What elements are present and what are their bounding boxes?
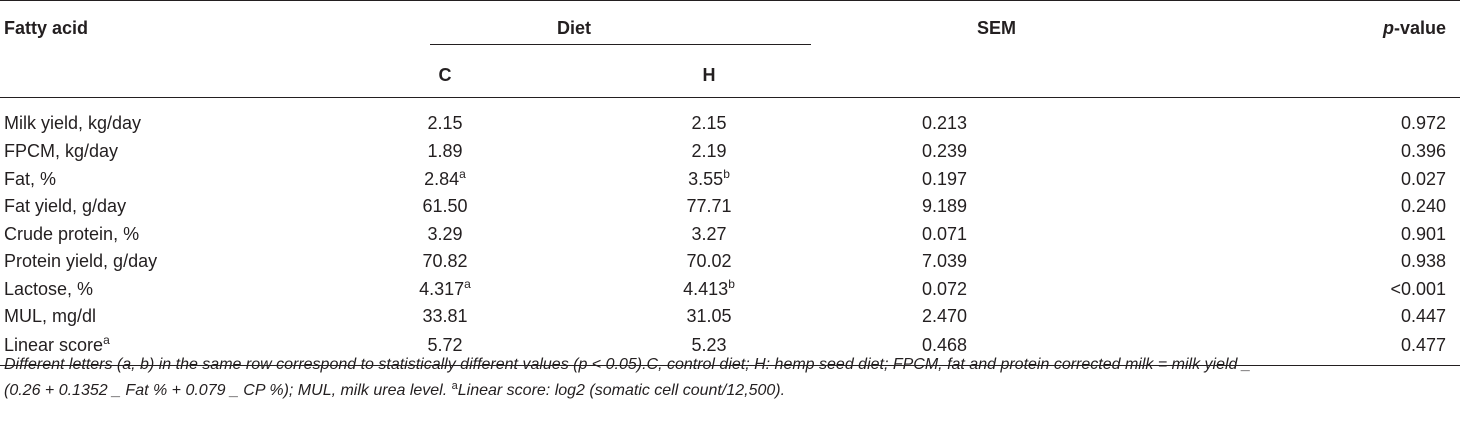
header-fatty-acid: Fatty acid xyxy=(0,0,300,44)
diet-underline xyxy=(430,43,812,45)
cell-p-value: 0.938 xyxy=(1400,251,1447,272)
cell-h: 70.02 xyxy=(686,251,732,272)
cell-h: 3.55b xyxy=(688,166,730,189)
footnote-line-1: Different letters (a, b) in the same row… xyxy=(4,356,1251,373)
table-row: Linear scorea 5.72 5.23 0.468 0.477 xyxy=(0,330,1460,366)
cell-sem: 0.072 xyxy=(921,278,968,299)
subheader-empty xyxy=(0,43,300,98)
cell-c: 61.50 xyxy=(422,196,468,217)
cell-p-value: 0.240 xyxy=(1400,196,1447,217)
table-row: Crude protein, % 3.29 3.27 0.071 0.901 xyxy=(0,221,1460,249)
cell-p-value: 0.901 xyxy=(1400,223,1447,244)
cell-c: 70.82 xyxy=(422,251,468,272)
cell-c: 3.29 xyxy=(427,223,463,244)
header-sem: SEM xyxy=(828,0,1146,44)
table-row: Protein yield, g/day 70.82 70.02 7.039 0… xyxy=(0,248,1460,276)
subheader-empty xyxy=(828,43,1146,98)
cell-c: 2.84a xyxy=(424,166,466,189)
table-body: Milk yield, kg/day 2.15 2.15 0.213 0.972… xyxy=(0,98,1460,366)
row-label: Lactose, % xyxy=(4,278,94,299)
cell-h: 2.15 xyxy=(691,112,727,133)
row-label: Linear scorea xyxy=(0,330,300,366)
header-diet-label: Diet xyxy=(557,18,592,38)
cell-sem: 0.468 xyxy=(828,330,1146,366)
cell-p-value: 0.396 xyxy=(1400,141,1447,162)
cell-sem: 7.039 xyxy=(921,251,968,272)
table-row: Fat yield, g/day 61.50 77.71 9.189 0.240 xyxy=(0,193,1460,221)
data-table-container: Fatty acid Diet SEM p-value C H Milk yie… xyxy=(0,0,1460,366)
table-footnote: Different letters (a, b) in the same row… xyxy=(4,352,1444,404)
table-row: Fat, % 2.84a 3.55b 0.197 0.027 xyxy=(0,166,1460,194)
table-row: MUL, mg/dl 33.81 31.05 2.470 0.447 xyxy=(0,303,1460,331)
header-col-c: C xyxy=(300,43,590,98)
table-header-row: Fatty acid Diet SEM p-value xyxy=(0,0,1460,45)
milk-data-table: Fatty acid Diet SEM p-value C H Milk yie… xyxy=(0,0,1460,366)
cell-sem: 0.239 xyxy=(921,141,968,162)
header-diet: Diet xyxy=(300,0,829,45)
row-label: Protein yield, g/day xyxy=(4,251,158,272)
cell-sem: 0.197 xyxy=(921,168,968,189)
cell-sem: 2.470 xyxy=(921,306,968,327)
table-subheader-row: C H xyxy=(0,43,1460,98)
table-row: Milk yield, kg/day 2.15 2.15 0.213 0.972 xyxy=(0,98,1460,139)
header-p-value: p-value xyxy=(1145,0,1460,44)
cell-h: 3.27 xyxy=(691,223,727,244)
cell-h: 4.413b xyxy=(683,276,735,299)
row-label: MUL, mg/dl xyxy=(4,306,97,327)
cell-sem: 0.213 xyxy=(921,112,968,133)
cell-p-value: <0.001 xyxy=(1390,278,1447,299)
cell-c: 33.81 xyxy=(422,306,468,327)
header-col-h: H xyxy=(590,43,829,98)
cell-c: 1.89 xyxy=(427,141,463,162)
row-label: Crude protein, % xyxy=(4,223,140,244)
cell-p-value: 0.027 xyxy=(1400,168,1447,189)
row-label: FPCM, kg/day xyxy=(4,141,119,162)
cell-c: 2.15 xyxy=(427,112,463,133)
row-label: Fat, % xyxy=(4,168,57,189)
cell-sem: 9.189 xyxy=(921,196,968,217)
subheader-empty xyxy=(1145,43,1460,98)
table-row: FPCM, kg/day 1.89 2.19 0.239 0.396 xyxy=(0,138,1460,166)
cell-h: 77.71 xyxy=(686,196,732,217)
cell-c: 5.72 xyxy=(300,330,590,366)
table-row: Lactose, % 4.317a 4.413b 0.072 <0.001 xyxy=(0,276,1460,304)
cell-sem: 0.071 xyxy=(921,223,968,244)
row-label: Fat yield, g/day xyxy=(4,196,127,217)
footnote-line-2: (0.26 + 0.1352 _ Fat % + 0.079 _ CP %); … xyxy=(4,380,786,400)
cell-p-value: 0.477 xyxy=(1145,330,1460,366)
cell-p-value: 0.972 xyxy=(1400,112,1447,133)
cell-h: 2.19 xyxy=(691,141,727,162)
row-label: Milk yield, kg/day xyxy=(4,112,142,133)
cell-c: 4.317a xyxy=(419,276,471,299)
cell-h: 31.05 xyxy=(686,306,732,327)
cell-h: 5.23 xyxy=(590,330,829,366)
cell-p-value: 0.447 xyxy=(1400,306,1447,327)
